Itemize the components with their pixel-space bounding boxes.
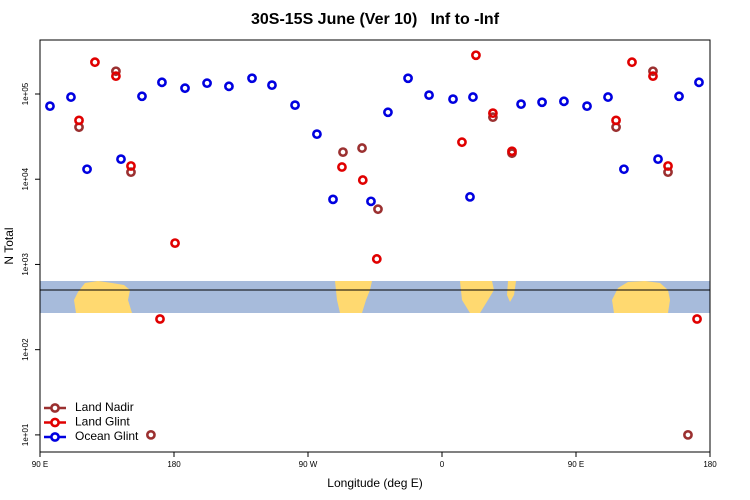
point (537, 97, 547, 108)
point (611, 115, 621, 126)
point (448, 94, 458, 105)
point (648, 71, 658, 82)
y-tick-label: 1e+01 (21, 423, 30, 446)
point (170, 238, 180, 249)
point (328, 194, 338, 205)
point (90, 57, 100, 68)
point (82, 164, 92, 175)
point (74, 115, 84, 126)
point (137, 91, 147, 102)
legend-label: Ocean Glint (75, 429, 139, 443)
land (460, 281, 494, 313)
land (612, 281, 670, 313)
point (337, 162, 347, 172)
plot-frame (39, 39, 711, 453)
legend-label: Land Nadir (75, 400, 134, 414)
point (619, 164, 629, 175)
point (357, 143, 367, 153)
x-tick-label: 90 W (299, 460, 318, 469)
point (224, 81, 234, 92)
y-axis-label: N Total (2, 227, 16, 264)
point (202, 78, 212, 89)
point (488, 108, 498, 119)
point (247, 73, 257, 84)
point (146, 429, 156, 440)
legend-marker (50, 432, 60, 442)
map-band (40, 281, 710, 313)
point (111, 71, 121, 82)
land (74, 281, 132, 313)
x-tick-label: 180 (167, 460, 181, 469)
point (488, 112, 498, 123)
point (471, 50, 481, 61)
y-tick-label: 1e+05 (21, 82, 30, 105)
legend-marker (50, 403, 60, 413)
point (267, 80, 277, 91)
point (653, 154, 663, 165)
point (648, 66, 658, 77)
point (312, 129, 322, 140)
point (457, 137, 467, 148)
point (126, 161, 136, 171)
land (507, 281, 516, 302)
ocean-band (40, 281, 710, 313)
point (468, 92, 478, 102)
point (373, 204, 383, 215)
point (507, 146, 517, 157)
point (694, 77, 704, 88)
point (465, 192, 475, 202)
point (559, 96, 569, 107)
chart-title: 30S-15S June (Ver 10) Inf to -Inf (251, 11, 500, 28)
point (155, 314, 165, 324)
point (357, 175, 368, 185)
x-axis-label: Longitude (deg E) (327, 476, 422, 490)
y-tick-label: 1e+03 (21, 253, 30, 276)
point (383, 107, 393, 118)
x-tick-label: 0 (440, 460, 445, 469)
y-tick-label: 1e+02 (21, 338, 30, 361)
y-tick-label: 1e+04 (21, 167, 30, 190)
legend-marker (50, 417, 60, 428)
point (290, 100, 300, 111)
point (627, 57, 637, 68)
point (516, 99, 526, 110)
point (180, 83, 190, 94)
point (45, 101, 55, 112)
point (338, 147, 348, 158)
land (335, 281, 372, 313)
point (424, 90, 434, 101)
x-tick-label: 180 (703, 460, 717, 469)
point (603, 92, 613, 102)
point (683, 429, 693, 440)
point (366, 196, 376, 207)
point (371, 254, 382, 264)
legend-label: Land Glint (75, 415, 130, 429)
point (403, 73, 413, 84)
x-tick-label: 90 E (32, 460, 48, 469)
point (674, 91, 684, 102)
point (116, 154, 126, 165)
point (582, 101, 592, 112)
point (157, 77, 167, 88)
point (692, 314, 702, 324)
x-tick-label: 90 E (568, 460, 584, 469)
point (663, 161, 673, 171)
point (111, 66, 121, 77)
point (66, 92, 76, 102)
